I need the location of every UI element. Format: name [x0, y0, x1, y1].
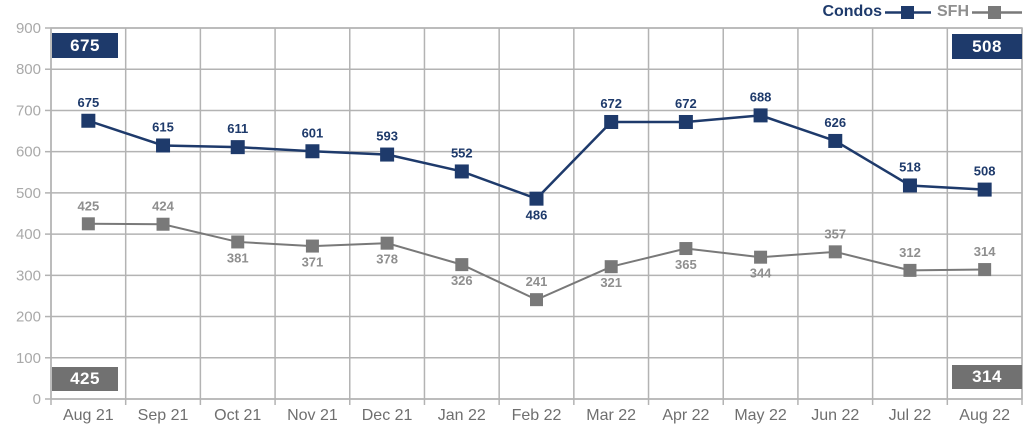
point-label-condos: 601	[302, 125, 324, 140]
point-label-sfh: 321	[600, 275, 622, 290]
x-axis-tick-label: Sep 21	[138, 407, 189, 424]
x-axis-tick-label: Dec 21	[362, 407, 413, 424]
point-label-condos: 552	[451, 145, 473, 160]
point-label-sfh: 314	[974, 244, 996, 259]
point-label-condos: 508	[974, 164, 996, 179]
legend-label-sfh: SFH	[937, 3, 969, 20]
y-axis-tick-label: 100	[16, 350, 41, 367]
legend-item-condos: Condos	[822, 3, 931, 21]
point-label-sfh: 312	[899, 245, 921, 260]
point-label-sfh: 378	[376, 252, 398, 267]
point-label-sfh: 357	[824, 226, 846, 241]
marker-condos	[977, 182, 992, 197]
x-axis-tick-label: Aug 21	[63, 407, 114, 424]
point-label-condos: 675	[77, 95, 99, 110]
y-axis-tick-label: 600	[16, 144, 41, 161]
marker-condos	[81, 113, 96, 128]
marker-condos	[156, 138, 171, 153]
marker-sfh	[604, 260, 618, 274]
point-label-condos: 672	[675, 96, 697, 111]
marker-sfh	[903, 263, 917, 277]
y-axis-tick-label: 0	[33, 391, 41, 408]
marker-sfh	[828, 245, 842, 259]
point-label-condos: 615	[152, 119, 174, 134]
x-axis-tick-label: Nov 21	[287, 407, 338, 424]
point-label-sfh: 241	[526, 274, 548, 289]
point-label-condos: 626	[824, 115, 846, 130]
x-axis-tick-label: Feb 22	[512, 407, 562, 424]
marker-sfh	[231, 235, 245, 249]
point-label-condos: 611	[227, 121, 248, 136]
marker-condos	[230, 140, 245, 155]
point-label-sfh: 365	[675, 257, 697, 272]
point-label-sfh: 425	[77, 198, 99, 213]
x-axis-tick-label: Aug 22	[959, 407, 1010, 424]
y-axis-tick-label: 200	[16, 309, 41, 326]
point-label-condos: 593	[376, 129, 398, 144]
x-axis-tick-label: Apr 22	[662, 407, 709, 424]
point-label-sfh: 344	[750, 266, 772, 281]
marker-sfh	[679, 242, 693, 256]
badge-condos-first-value: 675	[52, 33, 118, 58]
x-axis-tick-label: Jan 22	[438, 407, 486, 424]
x-axis-tick-label: Jun 22	[811, 407, 859, 424]
marker-condos	[678, 114, 693, 129]
x-axis-tick-label: Oct 21	[214, 407, 261, 424]
marker-sfh	[978, 263, 992, 277]
marker-condos	[454, 164, 469, 179]
point-label-sfh: 381	[227, 250, 249, 265]
marker-sfh	[156, 217, 170, 231]
x-axis-tick-label: Mar 22	[586, 407, 636, 424]
marker-condos	[902, 178, 917, 193]
marker-condos	[529, 191, 544, 206]
point-label-sfh: 326	[451, 273, 473, 288]
marker-condos	[604, 114, 619, 129]
legend-item-sfh: SFH	[937, 3, 1022, 21]
sfh-line-marker-icon	[972, 5, 1022, 19]
condos-line-marker-icon	[885, 5, 931, 19]
point-label-condos: 486	[526, 208, 548, 223]
marker-sfh	[530, 293, 543, 307]
y-axis-tick-label: 300	[16, 267, 41, 284]
badge-condos-last-value: 508	[952, 34, 1022, 59]
y-axis-tick-label: 800	[16, 61, 41, 78]
series-line-condos	[87, 114, 985, 201]
point-label-condos: 518	[899, 159, 921, 174]
point-label-condos: 672	[600, 96, 622, 111]
marker-sfh	[455, 258, 469, 272]
marker-sfh	[81, 217, 95, 231]
badge-sfh-first-value: 425	[52, 367, 118, 391]
point-label-condos: 688	[750, 89, 772, 104]
marker-condos	[380, 147, 395, 162]
x-axis-tick-label: May 22	[734, 407, 787, 424]
y-axis-tick-label: 400	[16, 226, 41, 243]
y-axis-tick-label: 900	[16, 20, 41, 37]
plot-border	[50, 27, 1023, 400]
legend-label-condos: Condos	[822, 3, 882, 20]
chart-legend: Condos SFH	[822, 3, 1022, 21]
marker-sfh	[305, 239, 319, 253]
marker-sfh	[380, 236, 394, 250]
marker-condos	[305, 144, 320, 159]
point-label-sfh: 371	[302, 255, 324, 270]
y-axis-tick-label: 500	[16, 185, 41, 202]
x-axis-tick-label: Jul 22	[889, 407, 932, 424]
y-axis-tick-label: 700	[16, 102, 41, 119]
point-label-sfh: 424	[152, 199, 174, 214]
badge-sfh-last-value: 314	[952, 365, 1022, 389]
marker-condos	[828, 133, 843, 148]
marker-condos	[753, 108, 768, 123]
marker-sfh	[754, 250, 768, 264]
